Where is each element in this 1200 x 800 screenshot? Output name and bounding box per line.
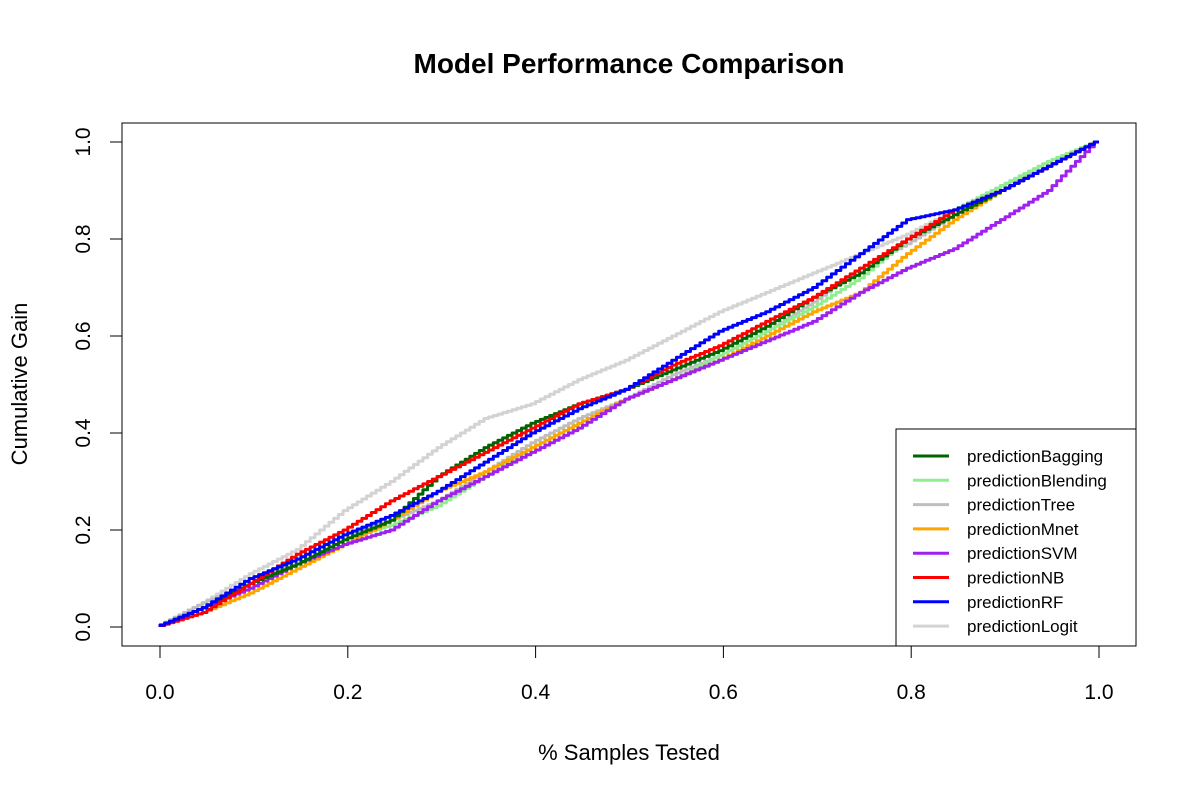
x-tick-label: 0.4 [521, 681, 551, 704]
series-line-predictionRF [158, 140, 1099, 627]
legend-label: predictionSVM [967, 544, 1078, 563]
y-tick-label: 0.0 [72, 612, 95, 641]
x-axis-label: % Samples Tested [538, 740, 720, 765]
legend-label: predictionBagging [967, 447, 1103, 466]
legend: predictionBagging predictionBlending predi… [895, 428, 1137, 647]
legend-label: predictionLogit [967, 617, 1078, 636]
y-tick-label: 1.0 [72, 127, 95, 156]
chart-title: Model Performance Comparison [414, 48, 845, 79]
x-tick-label: 0.2 [333, 681, 362, 704]
legend-label: predictionMnet [967, 520, 1079, 539]
legend-label: predictionBlending [967, 471, 1107, 490]
x-tick-label: 0.6 [709, 681, 738, 704]
legend-label: predictionNB [967, 569, 1064, 588]
x-tick-label: 0.0 [145, 681, 174, 704]
y-axis: 0.0 0.2 0.4 0.6 0.8 1.0 [72, 127, 123, 642]
series-layer [158, 140, 1099, 627]
x-axis: 0.0 0.2 0.4 0.6 0.8 1.0 [145, 645, 1114, 704]
legend-label: predictionTree [967, 496, 1075, 515]
y-tick-label: 0.4 [72, 418, 95, 448]
y-tick-label: 0.6 [72, 321, 95, 350]
legend-box [895, 428, 1137, 647]
x-tick-label: 1.0 [1084, 681, 1113, 704]
y-tick-label: 0.8 [72, 224, 95, 253]
y-axis-label: Cumulative Gain [7, 303, 32, 466]
legend-label: predictionRF [967, 593, 1063, 612]
x-tick-label: 0.8 [897, 681, 926, 704]
y-tick-label: 0.2 [72, 515, 95, 544]
